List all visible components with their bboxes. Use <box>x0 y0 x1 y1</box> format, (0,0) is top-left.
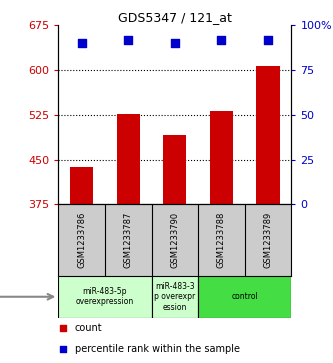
Text: GSM1233790: GSM1233790 <box>170 212 179 268</box>
Text: GSM1233786: GSM1233786 <box>77 212 86 268</box>
Bar <box>70 167 93 204</box>
Point <box>126 37 131 42</box>
Text: control: control <box>231 292 258 301</box>
Bar <box>256 66 280 204</box>
Text: miR-483-5p
overexpression: miR-483-5p overexpression <box>76 287 134 306</box>
Text: miR-483-3
p overexpr
ession: miR-483-3 p overexpr ession <box>154 282 195 312</box>
Point <box>60 346 66 352</box>
Point <box>265 37 271 42</box>
Bar <box>163 135 186 204</box>
Point <box>219 37 224 42</box>
Point <box>79 40 84 46</box>
Text: percentile rank within the sample: percentile rank within the sample <box>75 344 239 354</box>
Bar <box>152 276 198 318</box>
Bar <box>210 111 233 204</box>
Text: GSM1233789: GSM1233789 <box>263 212 273 268</box>
Bar <box>198 276 291 318</box>
Point <box>172 40 177 46</box>
Title: GDS5347 / 121_at: GDS5347 / 121_at <box>118 11 232 24</box>
Text: GSM1233787: GSM1233787 <box>124 212 133 268</box>
Text: count: count <box>75 323 102 333</box>
Point <box>60 325 66 331</box>
Text: GSM1233788: GSM1233788 <box>217 212 226 268</box>
Bar <box>117 114 140 204</box>
Bar <box>58 276 152 318</box>
